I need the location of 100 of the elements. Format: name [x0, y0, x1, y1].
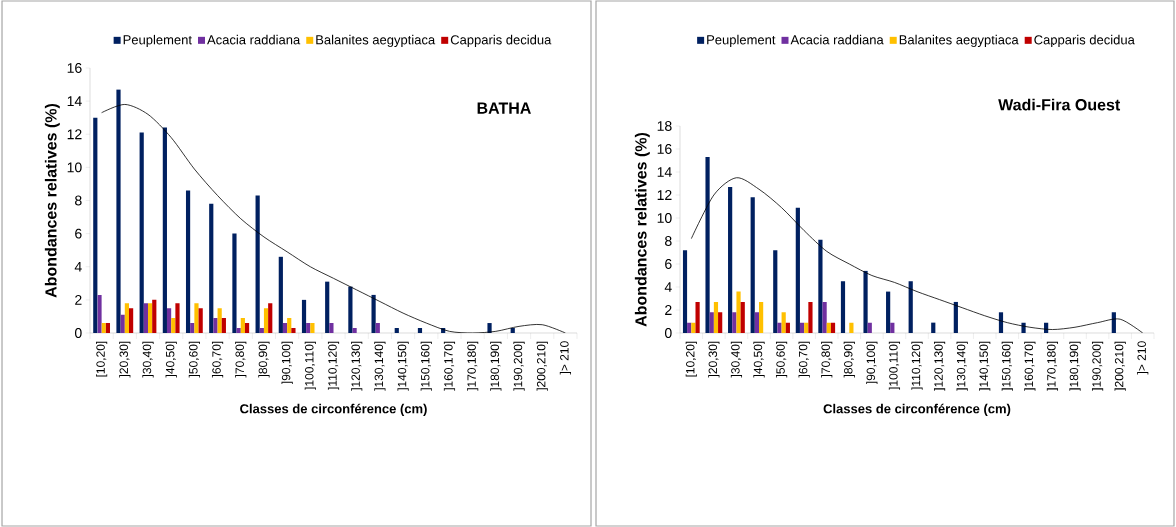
x-tick-label: ]130,140]: [956, 341, 968, 391]
x-tick-label: ]160,170]: [443, 341, 456, 391]
bar: [818, 239, 823, 333]
x-axis-title: Classes de circonférence (cm): [823, 403, 1011, 416]
bar: [310, 323, 315, 333]
bar: [998, 312, 1004, 333]
bar: [754, 312, 759, 333]
x-tick-label: ]120,130]: [351, 341, 363, 391]
bar: [129, 308, 134, 333]
bar: [687, 322, 692, 333]
bar: [736, 291, 741, 333]
bar: [240, 318, 245, 333]
x-tick-label: ]40,50]: [753, 341, 765, 378]
legend-label: Acacia raddiana: [790, 34, 884, 45]
bar: [209, 203, 214, 333]
legend-label: Peuplement: [123, 34, 192, 47]
y-tick-label: 10: [657, 213, 672, 223]
bar: [255, 195, 260, 333]
bar: [213, 318, 218, 333]
bar: [124, 303, 129, 333]
bar: [166, 308, 172, 333]
x-tick-label: ]170,180]: [467, 341, 479, 391]
bar: [97, 294, 102, 333]
chart-title: Wadi-Fira Ouest: [998, 98, 1121, 111]
x-tick-label: ]60,70]: [798, 341, 810, 378]
y-tick-label: 4: [664, 282, 672, 292]
bar: [732, 312, 737, 333]
x-tick-label: [10,20]: [685, 341, 697, 377]
y-tick-label: 4: [74, 261, 82, 272]
bar: [718, 312, 723, 333]
bar: [120, 314, 125, 333]
legend-label: Capparis decidua: [450, 34, 552, 47]
bar: [282, 323, 288, 333]
bar: [785, 322, 790, 333]
bar: [808, 301, 813, 333]
bar: [162, 127, 167, 333]
x-tick-label: ]50,60]: [188, 341, 200, 378]
x-tick-label: ]70,80]: [821, 341, 833, 378]
y-tick-label: 14: [67, 96, 82, 106]
x-tick-label: ]170,180]: [1046, 341, 1059, 391]
x-tick-label: ]150,160]: [420, 341, 432, 391]
bar: [740, 301, 745, 333]
x-tick-label: ]20,30]: [119, 341, 131, 378]
bar: [510, 328, 515, 333]
bar: [301, 299, 307, 333]
bar: [194, 303, 199, 333]
legend-label: Capparis decidua: [1034, 34, 1135, 47]
bar: [287, 318, 292, 333]
x-tick-label: ]140,150]: [979, 341, 991, 391]
bar: [375, 323, 380, 333]
bar: [849, 322, 854, 333]
y-axis-title: Abondances relatives (%): [634, 132, 650, 327]
bar: [352, 328, 357, 333]
y-tick-label: 16: [67, 63, 82, 73]
legend-label: Acacia raddiana: [207, 34, 301, 45]
bar: [259, 328, 264, 333]
x-tick-label: ]180,190]: [490, 341, 502, 391]
bar: [105, 323, 111, 333]
bar: [709, 312, 714, 333]
bar: [1111, 312, 1116, 333]
bar: [867, 322, 872, 333]
bar: [244, 323, 250, 333]
y-tick-label: 12: [657, 190, 672, 200]
bar: [781, 312, 786, 333]
x-tick-label: ]> 210: [1137, 341, 1149, 375]
bar: [795, 207, 800, 333]
bar: [329, 323, 334, 333]
bar: [822, 301, 827, 333]
x-axis-title: Classes de circonférence (cm): [240, 403, 427, 416]
y-tick-label: 6: [75, 228, 82, 239]
bar: [185, 190, 191, 333]
line-series: [690, 177, 1144, 333]
x-tick-label: [10,20]: [96, 341, 108, 377]
bar: [691, 322, 696, 333]
bar: [394, 328, 399, 333]
x-tick-label: ]150,160]: [1001, 341, 1013, 391]
x-tick-label: ]140,150]: [397, 341, 409, 391]
x-tick-label: ]120,130]: [933, 341, 946, 391]
x-tick-label: ]60,70]: [211, 341, 224, 378]
y-tick-label: 16: [657, 144, 672, 154]
x-tick-label: ]200,210]: [1114, 341, 1126, 391]
bar: [908, 281, 913, 333]
x-tick-label: ]200,210]: [536, 341, 548, 391]
y-axis-title: Abondances relatives (%): [44, 103, 60, 298]
bar: [773, 250, 778, 333]
x-tick-label: ]80,90]: [843, 341, 855, 378]
x-tick-label: ]100,110]: [304, 341, 316, 390]
bar: [759, 301, 764, 333]
bar: [953, 301, 958, 333]
bar: [190, 323, 195, 333]
bar: [268, 303, 273, 333]
y-tick-label: 14: [657, 167, 672, 177]
bar: [198, 308, 203, 333]
bar: [348, 286, 353, 333]
bar: [804, 322, 809, 333]
bar: [306, 323, 311, 333]
x-tick-label: ]30,40]: [730, 341, 743, 378]
bar: [750, 197, 755, 333]
x-tick-label: ]80,90]: [258, 341, 270, 378]
bar: [143, 303, 148, 333]
